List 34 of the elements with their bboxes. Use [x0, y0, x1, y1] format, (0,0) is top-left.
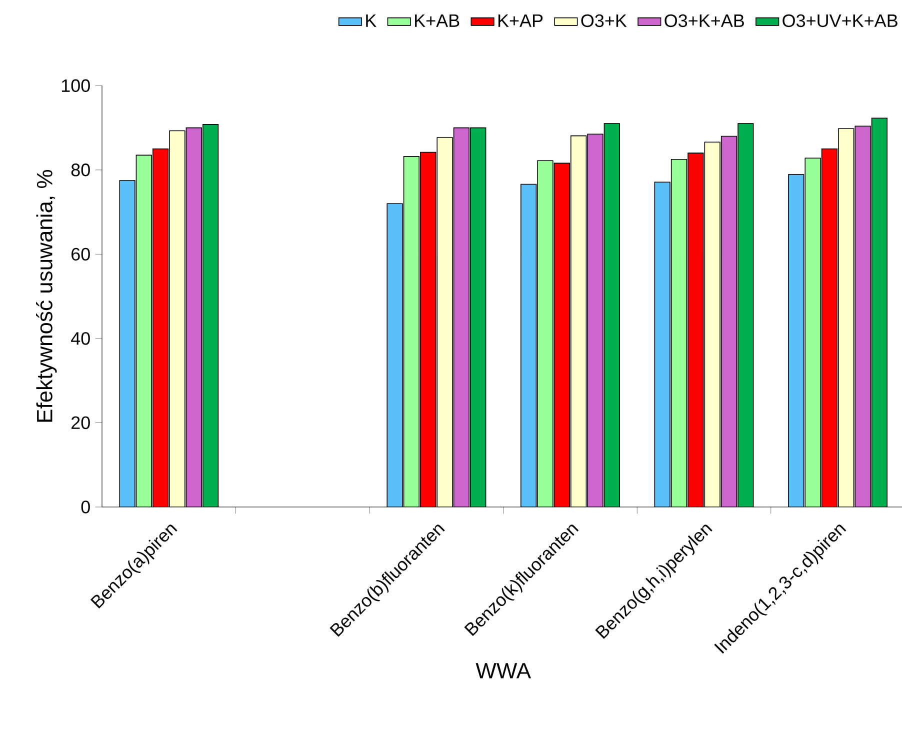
bar [838, 128, 854, 507]
bar [186, 127, 202, 507]
bar [470, 127, 486, 507]
bar [570, 135, 587, 507]
y-tick-label: 40 [71, 332, 90, 345]
x-axis-title: WWA [476, 663, 532, 678]
bar [587, 134, 604, 507]
legend-label: K+AP [498, 14, 543, 27]
bar [420, 152, 436, 507]
bar [688, 152, 704, 507]
legend-label: K+AB [415, 14, 460, 27]
bar [453, 127, 470, 507]
bar [821, 148, 838, 507]
y-tick-label: 80 [71, 164, 90, 176]
bar [720, 136, 738, 507]
y-tick-label: 100 [62, 79, 90, 92]
bar [169, 130, 186, 507]
bar [152, 148, 169, 507]
y-tick-label: 60 [72, 248, 90, 261]
bar [436, 137, 453, 507]
bar [738, 123, 754, 507]
y-tick-label: 20 [72, 416, 90, 430]
legend-label: O3+K [581, 14, 627, 28]
y-axis-title: Efektywność usuwania, % [36, 170, 57, 422]
legend-label: K [366, 14, 376, 27]
bar [202, 124, 219, 507]
bar [854, 126, 871, 507]
legend-label: O3+UV+K+AB [782, 14, 898, 28]
bar [604, 123, 620, 507]
bar [554, 162, 570, 507]
y-tick-label: 0 [81, 500, 90, 514]
legend-label: O3+K+AB [664, 14, 744, 28]
bar [704, 142, 720, 507]
bar [871, 118, 888, 507]
